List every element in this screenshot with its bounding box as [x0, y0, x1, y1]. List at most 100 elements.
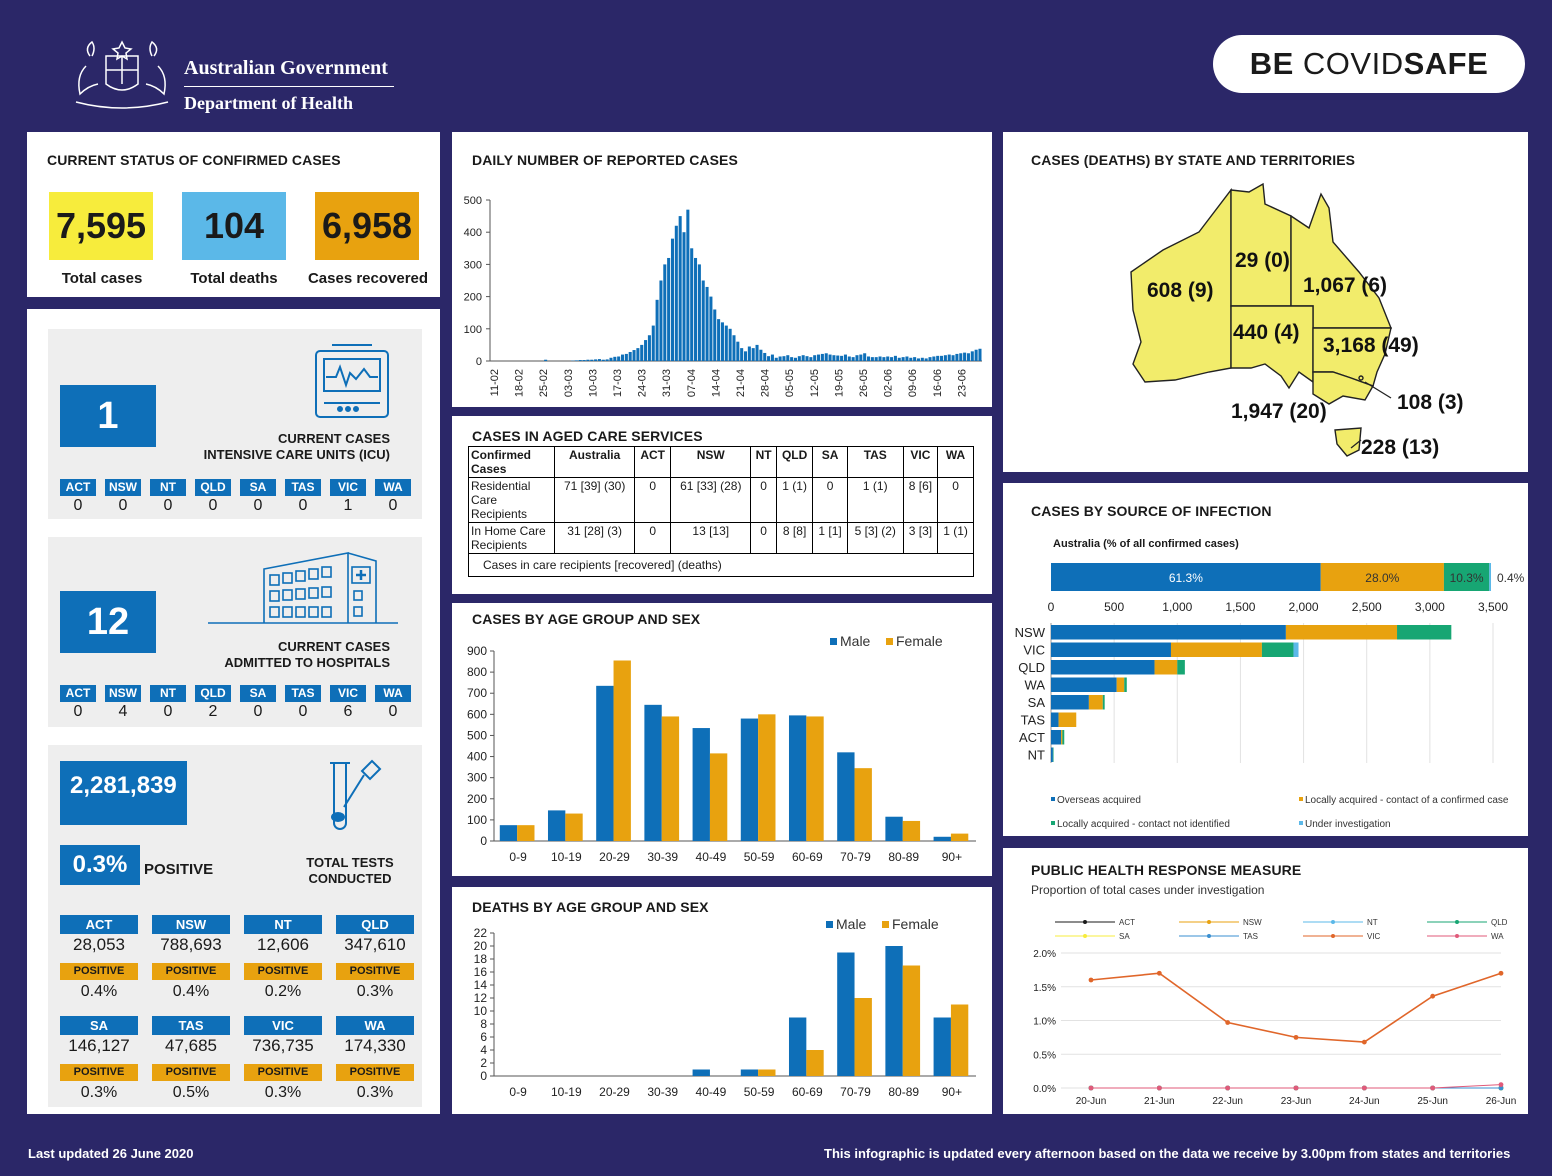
x-tick-label: 60-69	[792, 850, 823, 864]
x-tick-label: 10-03	[587, 369, 599, 397]
daily-bar	[840, 355, 844, 361]
x-tick-label: 31-03	[661, 369, 673, 397]
qld-label: 1,067 (6)	[1303, 274, 1387, 297]
daily-bar	[809, 357, 813, 361]
aged-care-table: Confirmed Cases Australia ACT NSW NT QLD SA TAS…	[468, 446, 974, 577]
x-tick-label: 25-Jun	[1417, 1096, 1448, 1107]
aged-cell: 71 [39] (30)	[553, 477, 636, 523]
aged-header-cell: VIC	[902, 446, 939, 478]
positive-label: POSITIVE	[244, 1064, 322, 1081]
wa-label: 608 (9)	[1147, 279, 1214, 302]
aged-cell: 1 (1)	[775, 477, 814, 523]
x-tick-label: 3,000	[1415, 600, 1445, 614]
category-label: SA	[1028, 695, 1046, 710]
covidsafe-badge[interactable]: BE COVIDSAFE	[1213, 35, 1525, 93]
test-count: 47,685	[165, 1036, 217, 1055]
legend-marker	[1331, 920, 1335, 924]
category-label: TAS	[1021, 712, 1046, 727]
daily-bar	[959, 353, 963, 361]
daily-bar	[928, 357, 932, 361]
daily-bar	[828, 354, 832, 361]
daily-bar	[674, 225, 678, 361]
tests-section: 2,281,839 0.3% POSITIVE TOTAL TESTS CONDU…	[48, 745, 422, 1107]
daily-bar	[544, 359, 548, 361]
total-cases-value: 7,595	[49, 192, 153, 260]
positive-label: POSITIVE	[152, 1064, 230, 1081]
x-tick-label: 80-89	[888, 850, 919, 864]
daily-bar	[624, 353, 628, 361]
legend-swatch	[826, 921, 833, 928]
x-tick-label: 28-04	[760, 369, 772, 397]
x-tick-label: 90+	[942, 850, 962, 864]
x-tick-label: 16-06	[932, 369, 944, 397]
positive-value: 0.3%	[356, 1084, 394, 1101]
point-wa	[1498, 1082, 1504, 1088]
source-bar-segment	[1061, 730, 1063, 745]
icu-caption: CURRENT CASES INTENSIVE CARE UNITS (ICU)	[203, 431, 390, 462]
legend-label: NT	[1367, 918, 1378, 927]
state-value: 0	[208, 497, 218, 514]
daily-bar	[870, 357, 874, 361]
y-tick-label: 800	[467, 665, 487, 679]
aged-cell: 0	[812, 477, 848, 523]
test-count: 146,127	[68, 1036, 130, 1055]
legend-label: Locally acquired - contact of a confirme…	[1305, 795, 1509, 806]
source-bar-segment	[1177, 660, 1185, 675]
hospital-tests-panel: 1 CURRENT CASES INTENSIVE CARE UNITS (ICU…	[27, 309, 440, 1114]
aged-cell: 0	[634, 477, 672, 523]
daily-bar	[832, 355, 836, 361]
daily-bar	[817, 354, 821, 361]
x-tick-label: 10-19	[551, 1085, 582, 1099]
x-tick-label: 40-49	[696, 850, 727, 864]
australia-segment-label: 28.0%	[1365, 571, 1399, 585]
positive-label: POSITIVE	[244, 963, 322, 980]
daily-bar	[767, 356, 771, 361]
daily-bar	[667, 257, 671, 361]
daily-bar	[824, 353, 828, 361]
positive-value: 0.3%	[80, 1084, 118, 1101]
sa-label: 440 (4)	[1233, 321, 1300, 344]
x-tick-label: 25-02	[538, 369, 550, 397]
source-bar-segment	[1051, 695, 1089, 710]
daily-bar	[770, 354, 774, 361]
state-value: 0	[298, 703, 308, 720]
daily-bar	[751, 348, 755, 361]
source-bar-segment	[1052, 747, 1054, 762]
daily-bar	[893, 355, 897, 361]
daily-bar	[847, 356, 851, 361]
investigation-subtitle: Proportion of total cases under investig…	[1031, 883, 1265, 897]
bar-female	[709, 753, 728, 841]
state-value: 0	[73, 703, 83, 720]
x-tick-label: 18-02	[514, 369, 526, 397]
y-tick-label: 18	[474, 952, 488, 966]
daily-bar	[905, 356, 909, 361]
state-label: ACT	[60, 685, 96, 702]
point-wa	[1088, 1085, 1094, 1091]
daily-bar	[659, 280, 663, 361]
positive-label: POSITIVE	[60, 1064, 138, 1081]
source-title: CASES BY SOURCE OF INFECTION	[1031, 503, 1272, 519]
australia-segment	[1051, 563, 1321, 591]
point-vic	[1361, 1039, 1367, 1045]
point-vic	[1088, 977, 1094, 983]
daily-bar	[851, 357, 855, 361]
x-tick-label: 24-Jun	[1349, 1096, 1380, 1107]
test-count: 736,735	[252, 1036, 314, 1055]
source-bar-segment	[1170, 642, 1262, 657]
category-label: VIC	[1023, 642, 1045, 657]
legend-label: Male	[840, 633, 871, 649]
gov-department: Department of Health	[184, 93, 353, 113]
source-bar-segment	[1058, 712, 1077, 727]
daily-bar	[882, 357, 886, 361]
y-tick-label: 0	[480, 834, 487, 848]
state-value: 0	[298, 497, 308, 514]
bar-male	[740, 718, 759, 841]
daily-bar	[713, 309, 717, 361]
daily-bar	[636, 348, 640, 361]
source-bar-segment	[1088, 695, 1103, 710]
y-tick-label: 6	[480, 1030, 487, 1044]
hospital-value: 12	[60, 591, 156, 653]
aged-cell: 8 [8]	[775, 522, 814, 554]
header: Australian Government Department of Heal…	[0, 0, 1552, 125]
